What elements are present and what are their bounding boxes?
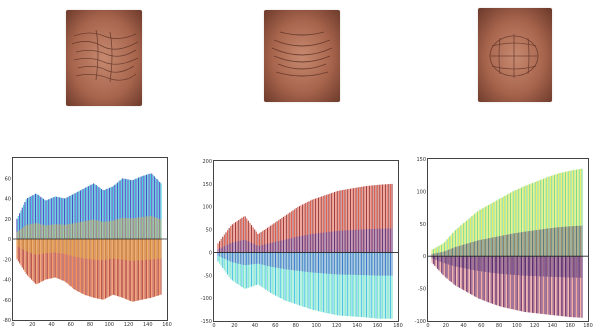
- x-tick-label: 0: [11, 322, 14, 328]
- x-tick-label: 0: [426, 323, 429, 329]
- x-tick-label: 80: [87, 322, 93, 328]
- y-tick-label: -80: [3, 318, 11, 324]
- x-tick-label: 100: [311, 323, 321, 329]
- x-tick-label: 60: [478, 323, 484, 329]
- x-tick-label: 100: [512, 323, 522, 329]
- x-tick-label: 140: [143, 322, 153, 328]
- x-tick-label: 180: [583, 323, 593, 329]
- y-tick-label: 50: [420, 222, 426, 228]
- x-tick-label: 0: [212, 323, 215, 329]
- x-tick-label: 160: [162, 322, 172, 328]
- x-tick-label: 140: [548, 323, 558, 329]
- x-tick-label: 60: [68, 322, 74, 328]
- y-tick-label: -50: [204, 273, 212, 279]
- plot-svg-1: 0 20 40 60 80 100 120 140 160 -80 -60 -40 -20 0 20 40 60: [3, 173, 172, 328]
- y-tick-label: 40: [5, 197, 11, 203]
- y-tick-label: 0: [423, 254, 426, 260]
- y-tick-label: 0: [209, 250, 212, 256]
- y-tick-label: -40: [3, 278, 11, 284]
- y-tick-label: 150: [416, 157, 426, 163]
- signal-plot-2: 0 20 40 60 80 100 120 140 160 180 -150 -100 -50 0 50 10…: [201, 159, 403, 329]
- x-tick-label: 60: [272, 323, 278, 329]
- x-tick-label: 140: [352, 323, 362, 329]
- x-tick-label: 100: [104, 322, 114, 328]
- x-tick-label: 20: [231, 323, 237, 329]
- x-tick-label: 160: [373, 323, 383, 329]
- knuckle-photo-3: [478, 8, 552, 102]
- x-tick-label: 80: [496, 323, 502, 329]
- y-tick-label: -100: [415, 319, 426, 325]
- signal-plot-1: 0 20 40 60 80 100 120 140 160 -80 -60 -40 -20 0 20 40 60: [3, 157, 172, 328]
- x-tick-label: 20: [29, 322, 35, 328]
- y-tick-label: 200: [202, 159, 212, 165]
- y-tick-label: 50: [206, 228, 212, 234]
- x-tick-label: 120: [332, 323, 342, 329]
- knuckle-photo-1: [66, 10, 142, 106]
- y-tick-label: 60: [5, 176, 11, 182]
- x-tick-label: 40: [460, 323, 466, 329]
- y-tick-label: -60: [3, 298, 11, 304]
- y-tick-label: 0: [8, 237, 11, 243]
- x-tick-label: 160: [565, 323, 575, 329]
- knuckle-photo-2: [264, 10, 340, 102]
- plot-svg-2: 0 20 40 60 80 100 120 140 160 180 -150 -100 -50 0 50 10…: [201, 159, 403, 329]
- x-tick-label: 180: [393, 323, 403, 329]
- y-tick-label: -50: [418, 287, 426, 293]
- x-tick-label: 120: [124, 322, 134, 328]
- y-tick-label: 20: [5, 217, 11, 223]
- x-tick-label: 40: [48, 322, 54, 328]
- x-tick-label: 20: [443, 323, 449, 329]
- y-tick-label: -150: [201, 319, 212, 325]
- y-tick-label: 150: [202, 182, 212, 188]
- x-tick-label: 40: [252, 323, 258, 329]
- x-tick-label: 120: [530, 323, 540, 329]
- y-tick-label: 100: [416, 189, 426, 195]
- y-tick-label: 100: [202, 205, 212, 211]
- y-tick-label: -20: [3, 257, 11, 263]
- y-tick-label: -100: [201, 296, 212, 302]
- x-tick-label: 80: [293, 323, 299, 329]
- signal-plot-3: 0 20 40 60 80 100 120 140 160 180 -100 -50 0 50 100 150: [415, 157, 593, 329]
- plot-svg-3: 0 20 40 60 80 100 120 140 160 180 -100 -50 0 50 100 150: [415, 157, 593, 329]
